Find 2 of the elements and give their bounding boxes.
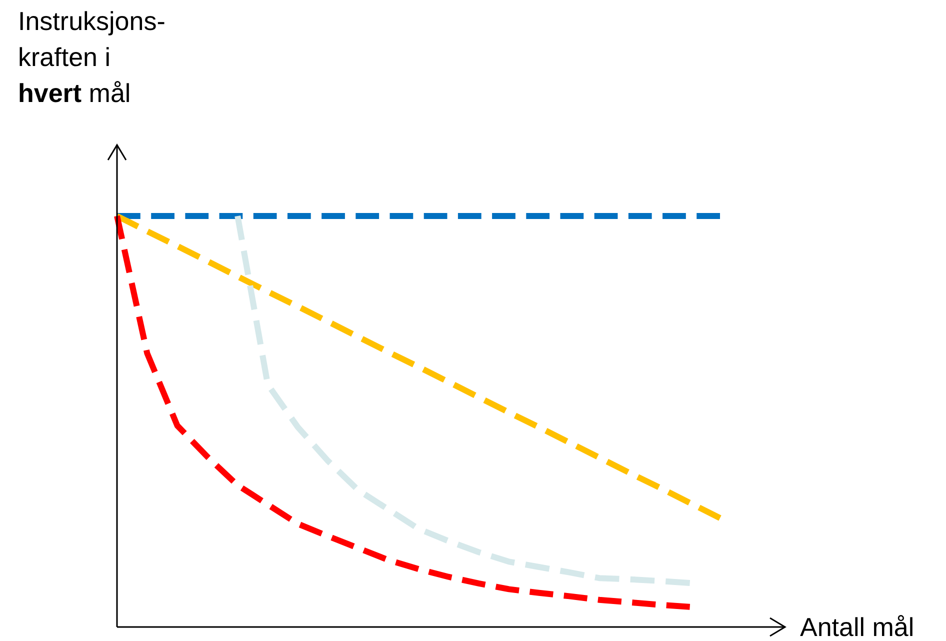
y-axis-title: Instruksjons- kraften i hvert mål	[18, 6, 166, 108]
x-axis-title: Antall mål	[800, 612, 914, 641]
